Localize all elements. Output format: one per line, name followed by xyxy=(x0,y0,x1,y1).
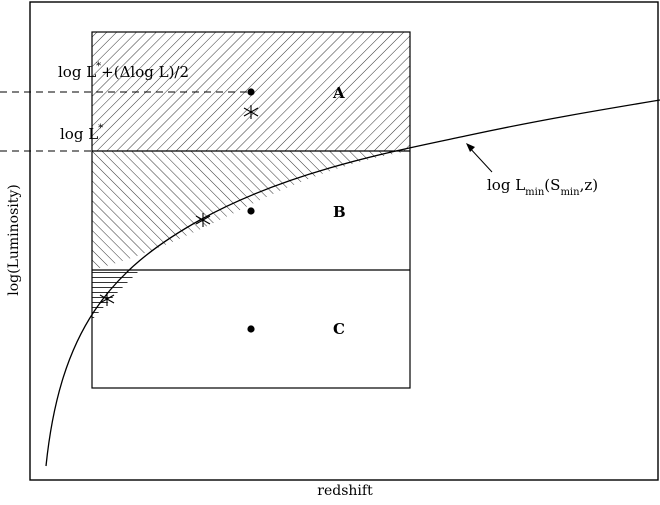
arrowhead xyxy=(466,143,475,152)
region-label-c: C xyxy=(333,320,345,338)
curve-pointer-arrow xyxy=(467,145,493,173)
x-axis-label: redshift xyxy=(317,483,373,499)
level-label: log L* xyxy=(60,123,103,143)
plot-frame xyxy=(29,1,659,481)
asterisk-c xyxy=(99,292,115,306)
dot-a xyxy=(247,88,255,96)
asterisk-b xyxy=(195,213,211,227)
curve-label: log Lmin(Smin,z) xyxy=(487,176,598,198)
lmin-curve xyxy=(45,99,660,467)
bin-box xyxy=(91,31,411,389)
region-label-a: A xyxy=(332,84,345,102)
y-axis-label: log(Luminosity) xyxy=(6,184,22,296)
region-c-hatch xyxy=(92,270,140,320)
dot-c xyxy=(247,325,255,333)
region-label-b: B xyxy=(333,203,346,221)
upper-level-label: log L*+(Δlog L)/2 xyxy=(58,61,189,81)
dot-b xyxy=(247,207,255,215)
asterisk-a xyxy=(243,105,259,119)
region-b-hatch xyxy=(92,151,410,270)
